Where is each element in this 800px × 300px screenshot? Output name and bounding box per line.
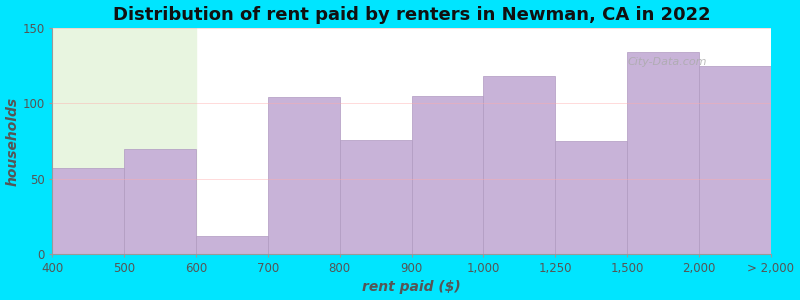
Bar (52, 28, 196, 254)
Bar (699, 66, 771, 254)
Y-axis label: households: households (6, 97, 19, 186)
Title: Distribution of rent paid by renters in Newman, CA in 2022: Distribution of rent paid by renters in … (113, 6, 710, 24)
Bar (627, 52, 699, 254)
Bar (555, 141, 627, 254)
Bar (52, 168, 124, 254)
Bar (196, 236, 268, 254)
X-axis label: rent paid ($): rent paid ($) (362, 280, 461, 294)
Bar (483, 76, 555, 254)
Bar (268, 97, 340, 254)
Bar (124, 148, 196, 254)
Text: City-Data.com: City-Data.com (627, 57, 706, 67)
Bar (340, 140, 411, 254)
Bar (411, 96, 483, 254)
